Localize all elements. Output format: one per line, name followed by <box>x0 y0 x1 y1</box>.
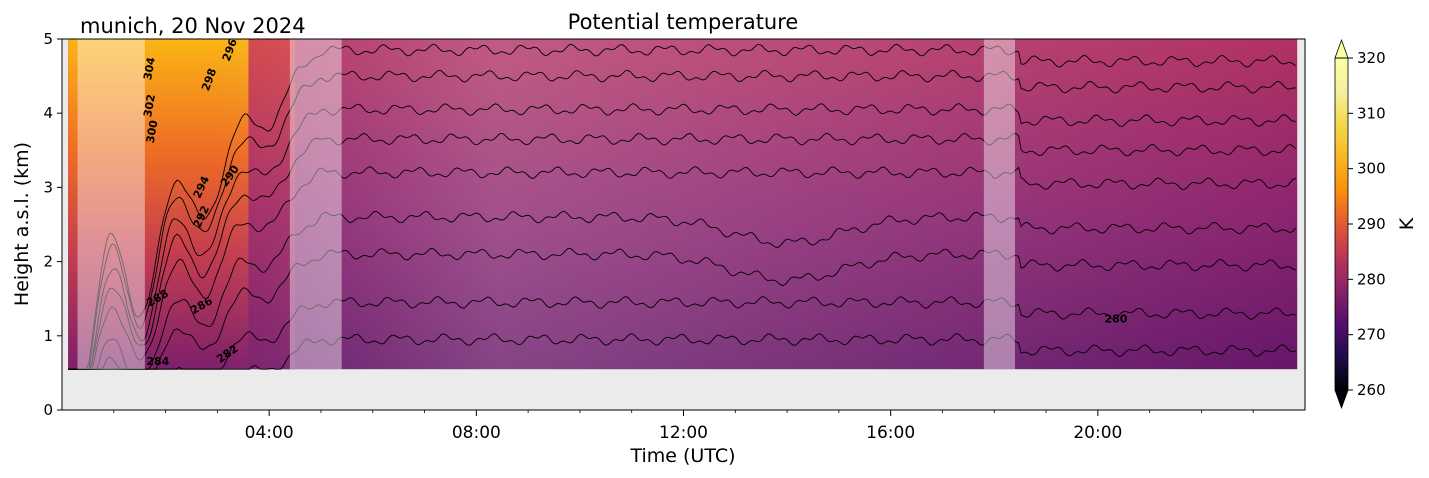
y-tick-label: 5 <box>43 30 53 48</box>
temperature-field <box>68 39 1298 370</box>
contour-label: 300 <box>144 119 161 144</box>
colorbar-label: K <box>1396 217 1418 230</box>
contour-label: 302 <box>141 93 158 118</box>
y-axis-ticks: 0 1 2 3 4 5 <box>43 30 62 419</box>
contour-line <box>68 333 1296 370</box>
chart-subtitle: munich, 20 Nov 2024 <box>80 14 306 38</box>
shaded-period <box>983 39 1015 370</box>
x-tick-label: 16:00 <box>866 423 915 443</box>
contour-line <box>68 103 1296 370</box>
colorbar-tick-label: 280 <box>1357 270 1386 288</box>
shaded-period <box>289 39 342 370</box>
contour-line <box>68 296 1296 370</box>
y-tick-label: 1 <box>43 327 53 345</box>
colorbar-bottom-extend <box>1334 389 1349 410</box>
x-axis-label: Time (UTC) <box>629 445 735 467</box>
colorbar: 260 270 280 290 300 310 320 K <box>1334 38 1418 410</box>
contour-label: 304 <box>141 56 158 81</box>
colorbar-ticks: 260 270 280 290 300 310 320 <box>1348 49 1386 399</box>
contour-line <box>68 132 1297 370</box>
contour-line <box>68 248 1296 370</box>
field-highlight <box>68 39 1298 370</box>
colorbar-tick-label: 310 <box>1357 104 1386 122</box>
contour-line <box>68 210 1297 370</box>
colorbar-tick-label: 320 <box>1357 49 1386 67</box>
y-tick-label: 4 <box>43 104 53 122</box>
colorbar-gradient <box>1335 58 1348 390</box>
x-axis-ticks: 04:00 08:00 12:00 16:00 20:00 <box>113 410 1254 443</box>
x-tick-label: 20:00 <box>1073 423 1122 443</box>
colorbar-top-extend <box>1334 38 1349 59</box>
y-tick-label: 3 <box>43 178 53 196</box>
x-tick-label: 12:00 <box>659 423 708 443</box>
colorbar-tick-label: 290 <box>1357 215 1386 233</box>
colorbar-tick-label: 300 <box>1357 160 1386 178</box>
contour-line <box>68 69 1296 370</box>
contour-line <box>68 43 1296 370</box>
y-tick-label: 2 <box>43 253 53 271</box>
y-tick-label: 0 <box>43 401 53 419</box>
y-axis-label: Height a.s.l. (km) <box>11 142 33 306</box>
x-tick-label: 08:00 <box>452 423 501 443</box>
colorbar-tick-label: 270 <box>1357 326 1386 344</box>
contour-label: 280 <box>1104 312 1127 325</box>
shaded-period <box>77 39 145 370</box>
shaded-periods <box>77 39 1015 370</box>
contour-label: 284 <box>146 355 169 368</box>
chart-title: Potential temperature <box>568 10 799 34</box>
contour-line <box>68 166 1296 370</box>
x-tick-label: 04:00 <box>245 423 294 443</box>
contour-lines <box>68 43 1297 370</box>
colorbar-tick-label: 260 <box>1357 381 1386 399</box>
